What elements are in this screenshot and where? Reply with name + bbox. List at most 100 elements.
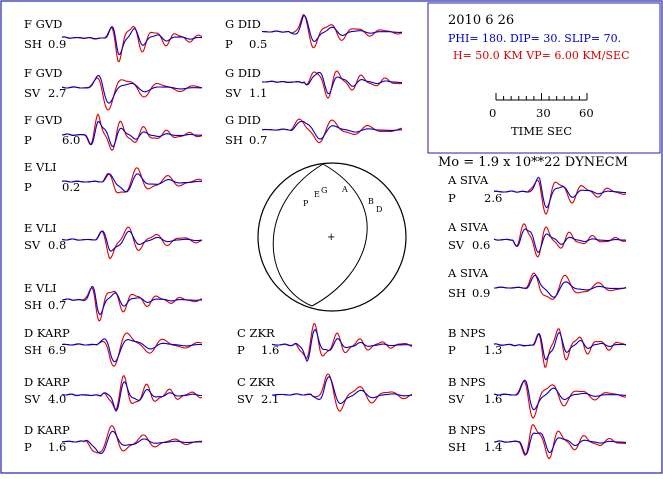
trace-amplitude: 2.7 — [48, 86, 66, 100]
trace-station: E VLI — [24, 281, 57, 295]
info-box-frame — [427, 2, 661, 154]
trace-amplitude: 6.0 — [62, 133, 80, 147]
trace-component: SH — [225, 133, 243, 147]
time-tick-30: 30 — [536, 106, 551, 120]
trace-amplitude: 2.6 — [484, 191, 502, 205]
trace-amplitude: 1.4 — [484, 440, 502, 454]
observed-waveform-5 — [62, 285, 202, 316]
synthetic-waveform-8 — [61, 425, 203, 454]
trace-component: P — [237, 343, 245, 357]
trace-station: G DID — [225, 113, 261, 127]
trace-amplitude: 0.5 — [249, 37, 267, 51]
trace-amplitude: 0.7 — [249, 133, 267, 147]
trace-component: P — [225, 37, 233, 51]
trace-station: D KARP — [24, 423, 70, 437]
trace-amplitude: 0.9 — [472, 286, 490, 300]
trace-amplitude: 4.0 — [48, 392, 66, 406]
trace-component: P — [24, 133, 32, 147]
trace-station: G DID — [225, 66, 261, 80]
time-scale-bar: 0 30 60 TIME SEC — [489, 93, 594, 138]
observed-waveform-13 — [272, 376, 413, 405]
synthetic-waveform-11 — [261, 118, 403, 144]
synthetic-waveform-2 — [61, 113, 203, 152]
trace-component: P — [24, 180, 32, 194]
trace-component: SV — [448, 392, 465, 406]
synthetic-waveform-18 — [493, 380, 626, 419]
trace-component: SH — [24, 37, 42, 51]
synthetic-waveform-6 — [62, 332, 203, 367]
trace-component: SH — [448, 286, 466, 300]
event-info-box: 2010 6 26 PHI= 180. DIP= 30. SLIP= 70. H… — [427, 2, 661, 154]
trace-station: A SIVA — [447, 266, 489, 280]
synthetic-waveform-14 — [493, 179, 627, 215]
observed-waveform-8 — [61, 430, 202, 455]
station-mark-g: G — [321, 186, 327, 195]
synthetic-waveform-12 — [271, 322, 413, 359]
trace-component: SH — [24, 298, 42, 312]
trace-station: B NPS — [448, 423, 486, 437]
trace-component: SV — [24, 392, 41, 406]
synthetic-waveform-4 — [61, 226, 203, 260]
nodal-plane-2 — [311, 163, 368, 307]
nodal-plane-1 — [272, 163, 324, 307]
trace-station: F GVD — [24, 66, 62, 80]
trace-component: SV — [24, 238, 41, 252]
observed-waveform-6 — [61, 338, 202, 363]
synthetic-waveform-1 — [61, 77, 203, 111]
station-mark-p: P — [303, 199, 309, 208]
trace-station: F GVD — [24, 17, 62, 31]
trace-component: P — [448, 343, 456, 357]
focal-sphere-outline — [257, 162, 407, 312]
station-mark-d: D — [376, 205, 382, 214]
trace-component: SV — [24, 86, 41, 100]
observed-waveform-10 — [261, 71, 402, 95]
trace-component: SH — [448, 440, 466, 454]
mechanism-params: PHI= 180. DIP= 30. SLIP= 70. — [448, 32, 621, 45]
observed-waveform-3 — [61, 173, 203, 193]
station-mark-a: A — [341, 185, 348, 194]
station-mark-e: E — [314, 190, 320, 199]
observed-waveform-9 — [261, 14, 403, 42]
sphere-center-mark: + — [327, 232, 335, 243]
observed-waveform-14 — [493, 176, 627, 209]
trace-station: B NPS — [448, 326, 486, 340]
observed-waveform-0 — [61, 25, 202, 56]
observed-waveform-18 — [493, 379, 627, 411]
depth-velocity: H= 50.0 KM VP= 6.00 KM/SEC — [453, 49, 630, 62]
observed-waveform-7 — [61, 381, 202, 412]
trace-component: SV — [448, 238, 465, 252]
observed-waveform-11 — [261, 120, 403, 140]
seismic-moment: Mo = 1.9 x 10**22 DYNECM — [438, 155, 628, 170]
trace-station: E VLI — [24, 221, 57, 235]
trace-component: P — [448, 191, 456, 205]
trace-amplitude: 1.1 — [249, 86, 267, 100]
trace-station: B NPS — [448, 375, 486, 389]
trace-station: D KARP — [24, 326, 70, 340]
trace-component: SV — [237, 392, 254, 406]
trace-amplitude: 1.3 — [484, 343, 502, 357]
time-scale-label: TIME SEC — [511, 124, 572, 138]
observed-waveform-2 — [62, 120, 202, 148]
trace-amplitude: 1.6 — [48, 440, 66, 454]
observed-waveform-17 — [493, 331, 627, 361]
trace-station: G DID — [225, 17, 261, 31]
observed-waveform-19 — [494, 432, 626, 456]
trace-amplitude: 2.1 — [261, 392, 279, 406]
waveform-traces — [61, 14, 627, 459]
observed-waveform-15 — [493, 228, 626, 254]
synthetic-waveform-5 — [61, 287, 203, 322]
synthetic-waveform-16 — [493, 272, 627, 300]
time-tick-0: 0 — [489, 106, 496, 120]
trace-amplitude: 0.6 — [472, 238, 490, 252]
observed-waveform-4 — [61, 230, 203, 252]
synthetic-waveform-7 — [61, 374, 203, 411]
focal-sphere: + P E G A B D — [257, 162, 407, 312]
trace-amplitude: 0.7 — [48, 298, 66, 312]
trace-station: C ZKR — [237, 375, 275, 389]
trace-station: E VLI — [24, 160, 57, 174]
time-scale-ticks — [495, 93, 588, 100]
synthetic-waveform-3 — [61, 167, 203, 194]
